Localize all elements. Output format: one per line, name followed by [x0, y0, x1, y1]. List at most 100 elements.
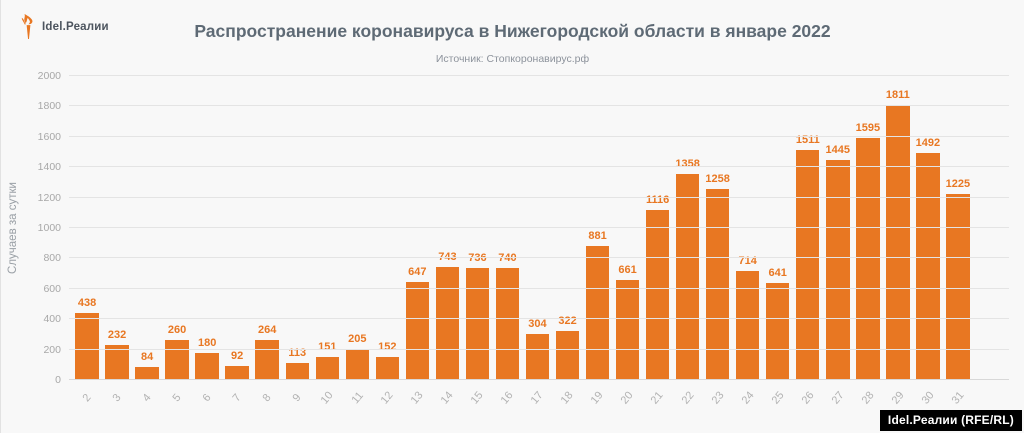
- bar-value-label: 322: [558, 315, 577, 328]
- x-axis-tick: 24: [739, 389, 757, 407]
- bar-slot: 743 14: [432, 76, 462, 407]
- gridline: [69, 287, 1009, 289]
- y-axis-tick: 600: [43, 282, 61, 295]
- bar-day-17: [525, 333, 550, 380]
- y-axis-tick: 0: [55, 374, 61, 386]
- bar-day-11: [345, 348, 369, 380]
- x-axis-tick: 2: [80, 391, 94, 405]
- gridline: [69, 196, 1009, 198]
- x-axis-tick: 17: [528, 389, 547, 407]
- gridline: [69, 379, 1009, 380]
- bar-day-8: [255, 339, 279, 380]
- bar-day-30: [916, 153, 940, 380]
- x-axis-tick: 12: [378, 389, 396, 407]
- x-axis-tick: 25: [769, 389, 787, 407]
- bar-slot: 1492 30: [913, 76, 943, 406]
- y-axis-tick: 1800: [37, 100, 61, 113]
- bar-day-31: [946, 193, 970, 380]
- bar-slot: 322 18: [553, 76, 583, 407]
- bar-value-label: 152: [378, 340, 397, 353]
- gridline: [69, 348, 1009, 350]
- gridline: [69, 257, 1009, 259]
- bar-slot: 1811 29: [883, 76, 913, 407]
- bar-value-label: 1445: [825, 144, 851, 157]
- attribution-badge: Idel.Реалии (RFE/RL): [879, 410, 1022, 431]
- bar-day-21: [645, 210, 670, 380]
- bar-slot: 1445 27: [823, 76, 853, 406]
- bar-day-28: [856, 137, 880, 380]
- x-axis-tick: 9: [290, 391, 304, 405]
- brand-logo-text: Idel.Реалии: [42, 20, 109, 33]
- bar-value-label: 1595: [855, 121, 881, 134]
- x-axis-tick: 31: [949, 389, 967, 407]
- bar-day-14: [435, 267, 460, 380]
- gridline: [69, 75, 1009, 76]
- bar-day-18: [555, 331, 580, 380]
- bar-value-label: 1258: [705, 172, 730, 185]
- y-axis-tick: 1200: [37, 191, 61, 204]
- plot-area: 438 2 232 3 84 4 260 5 180 6 92 7 264 8 113 9 151 10 205 11…: [38, 70, 1009, 407]
- x-axis-tick: 4: [140, 391, 154, 405]
- chart-source: Источник: Стопкоронавирус.рф: [435, 53, 590, 65]
- gridline: [69, 227, 1009, 228]
- x-axis-tick: 30: [919, 389, 937, 407]
- x-axis-tick: 11: [349, 389, 366, 407]
- gridline: [69, 318, 1009, 320]
- x-axis-tick: 20: [619, 389, 637, 407]
- x-axis-tick: 27: [829, 389, 847, 407]
- bar-slot: 205 11: [342, 76, 372, 406]
- bar-slot: 260 5: [162, 76, 192, 404]
- bar-day-15: [465, 268, 490, 380]
- x-axis-tick: 29: [889, 389, 907, 407]
- bar-day-25: [766, 282, 790, 380]
- bar-value-label: 1492: [915, 137, 941, 150]
- x-axis-tick: 18: [558, 389, 577, 407]
- bar-value-label: 1358: [675, 157, 700, 170]
- bar-slot: 73615: [462, 76, 492, 407]
- bar-value-label: 438: [77, 297, 97, 310]
- torch-icon: [21, 14, 33, 39]
- x-axis-tick: 15: [468, 389, 486, 407]
- bar-value-label: 264: [258, 323, 277, 336]
- bar-value-label: 232: [107, 328, 127, 341]
- bar-slot: 714 24: [733, 76, 763, 407]
- y-axis-tick: 1600: [37, 130, 61, 143]
- x-axis-tick: 19: [589, 389, 607, 407]
- bar-slot: 641 25: [763, 76, 793, 407]
- bar-slot: 84 4: [132, 76, 162, 404]
- bar-day-29: [886, 104, 910, 380]
- bar-value-label: 205: [348, 332, 367, 345]
- bar-slot: 438 2: [72, 76, 102, 404]
- bar-slot: 661 20: [613, 76, 643, 407]
- bar-day-16: [495, 267, 520, 380]
- x-axis-tick: 10: [318, 389, 336, 407]
- bar-slot: 113 9: [282, 76, 312, 404]
- bar-value-label: 743: [438, 251, 457, 264]
- bar-slot: 1511 26: [793, 76, 823, 406]
- bar-value-label: 151: [318, 341, 337, 354]
- gridline: [69, 135, 1009, 137]
- x-axis-tick: 28: [859, 389, 877, 407]
- gridline: [69, 166, 1009, 168]
- bar-slot: 232 3: [102, 76, 132, 404]
- bar-value-label: 661: [618, 263, 637, 276]
- y-axis-tick: 1400: [37, 161, 61, 174]
- y-axis-tick: 1000: [37, 222, 61, 234]
- bar-value-label: 1511: [795, 134, 820, 147]
- bar-day-6: [195, 352, 219, 380]
- bar-slot: 740 16: [492, 76, 522, 407]
- bar-day-10: [315, 357, 339, 380]
- bar-value-label: 113: [288, 346, 307, 359]
- x-axis-tick: 3: [110, 391, 124, 405]
- x-axis-tick: 8: [260, 391, 274, 405]
- bar-day-24: [735, 271, 760, 380]
- bar-day-5: [165, 340, 189, 380]
- bar-slot: 152 12: [372, 76, 402, 407]
- bar-slot: 1258 23: [703, 76, 733, 407]
- x-axis-tick: 23: [709, 389, 727, 407]
- brand-logo: Idel.Реалии: [17, 14, 109, 39]
- bar-value-label: 180: [197, 336, 217, 349]
- y-axis-title: Случаев за сутки: [7, 182, 19, 274]
- bar-day-22: [675, 173, 700, 380]
- x-axis-tick: 5: [170, 391, 184, 405]
